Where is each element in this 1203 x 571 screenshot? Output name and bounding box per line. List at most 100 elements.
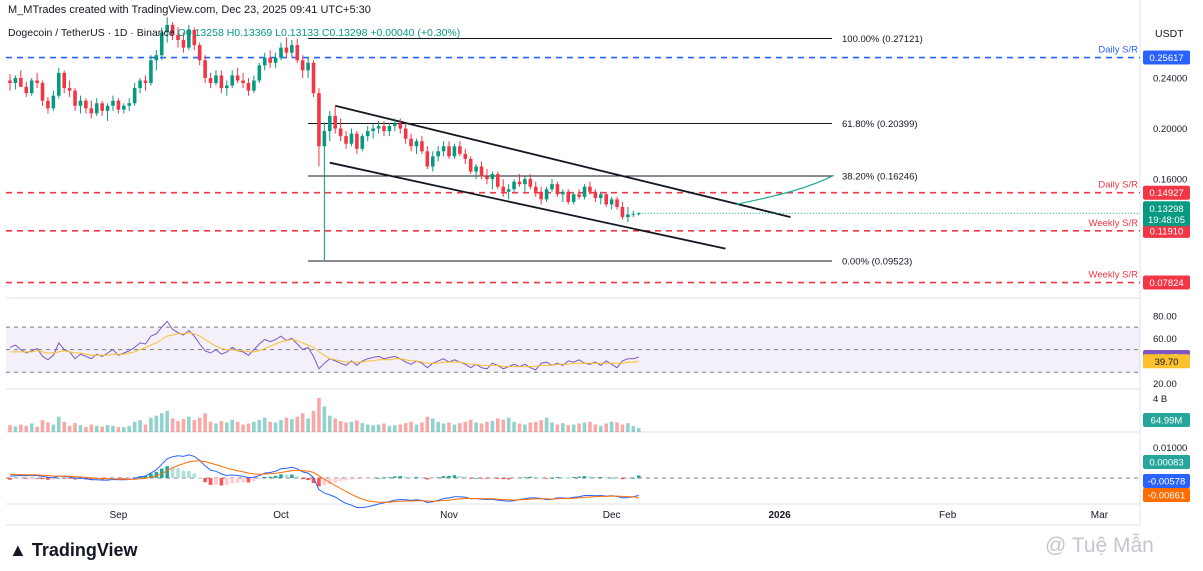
macd-line-tag: -0.00578 <box>1148 477 1186 488</box>
current-price-tag: 0.13298 <box>1149 204 1183 215</box>
volume-bar <box>620 424 625 432</box>
macd-histogram-bar <box>588 476 592 478</box>
channel-upper-line <box>334 104 791 218</box>
volume-bar <box>295 416 300 432</box>
macd-histogram-bar <box>257 477 262 480</box>
candle-body <box>349 133 354 144</box>
tradingview-logo[interactable]: ▲ TradingView <box>9 540 138 561</box>
volume-bar <box>436 421 440 432</box>
volume-bar <box>561 423 565 432</box>
candle-body <box>468 158 473 172</box>
sr-price-tag-bg <box>1143 275 1190 290</box>
candle-body <box>257 65 262 81</box>
price-axis-label: 0.20000 <box>1153 124 1187 135</box>
macd-histogram-bar <box>252 477 256 482</box>
macd-signal-tag: -0.00661 <box>1148 491 1186 502</box>
volume-bar <box>523 424 527 432</box>
volume-bar <box>46 422 50 432</box>
volume-bar <box>8 425 12 432</box>
candle-body <box>333 115 337 129</box>
volume-bar <box>111 425 115 432</box>
volume-bar <box>490 421 495 432</box>
symbol-legend[interactable]: Dogecoin / TetherUS · 1D · Binance O0.13… <box>8 27 460 39</box>
macd-macd-line <box>9 454 639 509</box>
ohlc-low: L0.13133 <box>275 27 319 39</box>
macd-histogram-bar <box>496 477 500 479</box>
macd-histogram-bar <box>382 477 386 479</box>
candle-body <box>506 189 511 192</box>
symbol-title[interactable]: Dogecoin / TetherUS · 1D · Binance <box>8 27 175 39</box>
macd-histogram-bar <box>311 477 316 484</box>
volume-bar <box>609 421 614 432</box>
macd-histogram-bar <box>349 477 354 480</box>
macd-histogram-bar <box>46 477 50 480</box>
candle-body <box>149 60 153 84</box>
candle-body <box>626 214 630 218</box>
volume-bar <box>322 406 327 432</box>
volume-bar <box>257 420 262 432</box>
countdown-tag: 19:48:05 <box>1148 215 1185 226</box>
macd-histogram-tag-bg <box>1143 455 1190 469</box>
volume-bar <box>84 426 88 432</box>
macd-histogram-bar <box>333 477 337 483</box>
volume-bar <box>279 420 283 432</box>
fib-level-label: 100.00% (0.27121) <box>842 34 923 45</box>
macd-histogram-bar <box>544 477 549 479</box>
volume-bar <box>550 422 554 432</box>
time-axis-label: Feb <box>939 510 957 521</box>
candle-body <box>490 174 495 180</box>
sr-level-label: Weekly S/R <box>1089 270 1139 281</box>
tv-logo-text: TradingView <box>31 540 138 560</box>
candle-body <box>138 80 142 89</box>
projection-path <box>736 174 835 206</box>
time-axis-label: Oct <box>273 510 289 521</box>
volume-bar <box>393 425 397 432</box>
macd-histogram-bar <box>317 477 321 487</box>
candle-body <box>187 29 191 48</box>
macd-histogram-bar <box>398 476 403 478</box>
macd-histogram-bar <box>225 477 229 486</box>
macd-histogram-bar <box>376 477 381 479</box>
volume-bar <box>577 423 581 432</box>
volume-bar <box>485 421 489 432</box>
candle-body <box>29 80 34 94</box>
volume-bar <box>593 424 598 432</box>
candle-body <box>35 80 39 84</box>
volume-bar <box>414 424 419 432</box>
candle-body <box>544 189 549 200</box>
macd-histogram-bar <box>604 477 608 479</box>
volume-bar <box>273 422 278 432</box>
sr-price-tag: 0.11910 <box>1150 226 1184 237</box>
currency-label[interactable]: USDT <box>1155 28 1184 40</box>
candle-body <box>159 32 164 56</box>
volume-bar <box>94 425 99 432</box>
candle-body <box>588 186 592 192</box>
sr-price-tag: 0.25617 <box>1149 53 1183 64</box>
macd-histogram-bar <box>387 477 392 479</box>
rsi-axis-label: 80.00 <box>1153 311 1177 322</box>
macd-histogram-bar <box>154 471 159 478</box>
time-axis-label: Nov <box>440 510 458 521</box>
macd-histogram-bar <box>365 477 370 479</box>
candle-body <box>19 77 23 87</box>
macd-histogram-bar <box>490 477 495 479</box>
volume-bar <box>398 424 403 432</box>
macd-histogram-bar <box>609 477 614 479</box>
macd-histogram-tag: 0.00083 <box>1149 458 1183 469</box>
volume-bar <box>89 424 94 432</box>
volume-bar <box>170 418 175 432</box>
candle-body <box>447 146 451 157</box>
macd-histogram-bar <box>425 477 430 480</box>
candle-body <box>295 45 300 61</box>
volume-bar <box>604 423 608 432</box>
macd-histogram-bar <box>338 477 343 482</box>
macd-histogram-bar <box>479 477 484 479</box>
candle-body <box>181 40 186 48</box>
candle-body <box>598 194 603 199</box>
rsi-rsi_ma-tag: 39.70 <box>1155 357 1179 368</box>
candle-body <box>582 186 587 197</box>
time-axis-label: Mar <box>1091 510 1109 521</box>
volume-bar <box>143 424 148 432</box>
candle-body <box>550 184 554 190</box>
